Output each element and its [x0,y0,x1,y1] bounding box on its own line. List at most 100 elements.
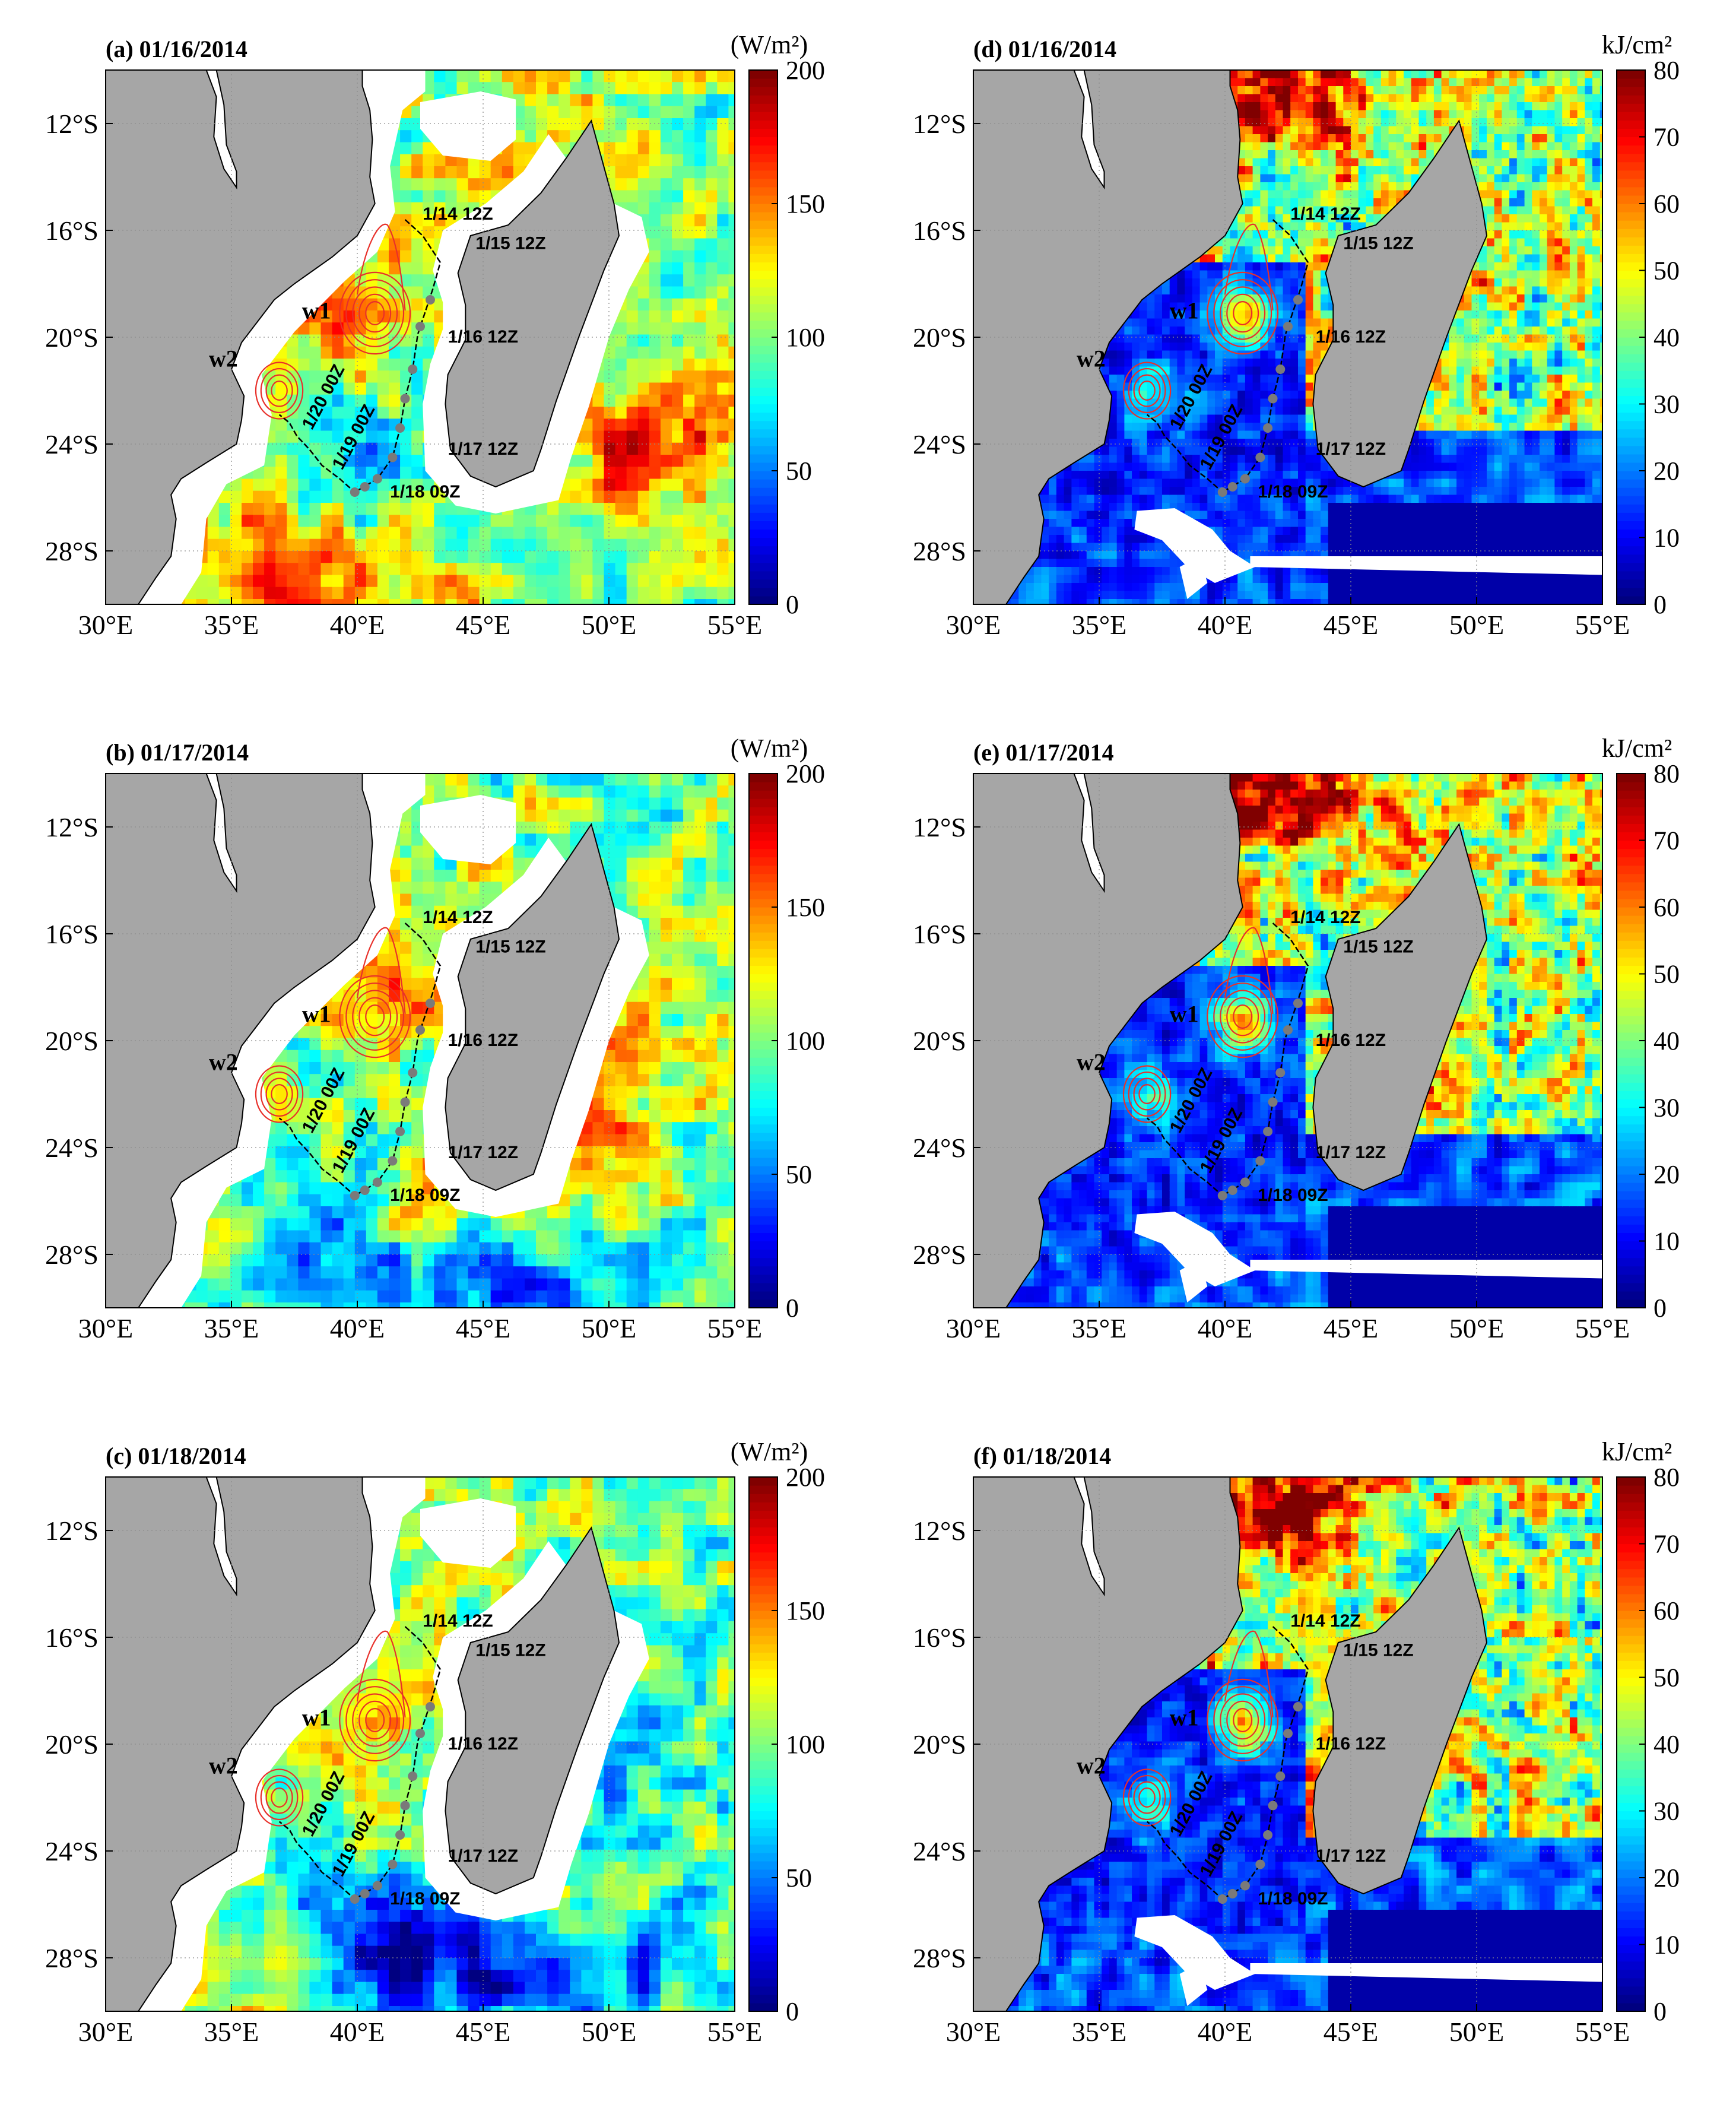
colorbar-tick-label: 30 [1654,1093,1680,1123]
lon-tick-label: 45°E [1324,1313,1379,1343]
lat-tick-label: 20°S [913,1026,966,1056]
track-time-label: 1/14 12Z [1290,908,1360,927]
eddy-w2-contour [1122,1065,1172,1123]
eddy-w2-contour [255,1065,304,1123]
eddy-w2-contour [271,381,288,401]
eddy-label-w2: w2 [1077,346,1106,372]
colorbar-tick-label: 10 [1654,1227,1680,1256]
track-position-dot [1255,1156,1265,1166]
eddy-w1-outer-contour [356,927,406,1015]
colorbar-tick-label: 10 [1654,1931,1680,1960]
lat-tick-label: 16°S [913,215,966,246]
madagascar-land [445,1526,620,1895]
track-position-dot [360,482,370,492]
track-time-label: 1/16 12Z [448,1734,518,1754]
map-figure: 1/14 12Z 1/15 12Z 1/16 12Z 1/17 12Z 1/18 09Z… [45,30,825,640]
track-position-dot [425,1702,435,1711]
track-time-label: 1/16 12Z [1316,1031,1386,1050]
track-position-dot [1217,487,1227,497]
eddy-w1-contour [1213,1686,1272,1754]
eddy-label-w2: w2 [209,1049,238,1076]
eddy-w1-outer-contour [1224,1630,1274,1718]
coastal-mask-africa [138,1477,426,2011]
lake-malawi [205,70,237,190]
colorbar-tick-label: 60 [1654,189,1680,218]
track-position-dot [1217,1894,1227,1904]
eddy-w1-outer-contour [356,223,406,311]
colorbar: 0 50 100 150 200(W/m²) [731,1437,825,2026]
lon-tick-label: 45°E [456,2017,511,2047]
colorbar-tick-label: 100 [786,323,825,352]
track-time-label: 1/14 12Z [1290,1611,1360,1631]
lake-malawi [1073,774,1105,893]
madagascar-land [1312,1526,1488,1895]
eddy-label-w1: w1 [1170,1001,1199,1028]
eddy-w1-contour [352,990,398,1044]
lon-tick-label: 55°E [1575,1313,1630,1343]
track-position-dot [388,452,398,462]
panel-title: (f) 01/18/2014 [973,1443,1111,1469]
eddy-w2-contour [265,1077,293,1111]
colorbar-tick-label: 200 [786,56,825,85]
track-time-label: 1/17 12Z [448,439,518,459]
lake-malawi [1073,70,1105,190]
lat-tick-label: 24°S [913,429,966,459]
colorbar-tick-label: 70 [1654,1530,1680,1559]
lon-tick-label: 50°E [1449,2017,1505,2047]
colorbar-tick-label: 20 [1654,457,1680,486]
lon-tick-label: 40°E [330,610,385,640]
lon-tick-label: 50°E [582,1313,637,1343]
lat-tick-label: 16°S [913,1622,966,1653]
track-time-label: 1/16 12Z [1316,1734,1386,1754]
gridlines [106,774,735,1308]
eddy-label-w1: w1 [302,1001,331,1028]
lon-tick-label: 55°E [707,610,763,640]
panel-f: 1/14 12Z 1/15 12Z 1/16 12Z 1/17 12Z 1/18 09Z… [868,1407,1735,2110]
eddy-w1-contour [1220,286,1266,340]
track-time-label: 1/16 12Z [448,327,518,347]
track-time-label: 1/18 09Z [1258,1186,1328,1205]
lon-tick-label: 30°E [78,1313,134,1343]
track-time-label: 1/15 12Z [1343,937,1413,957]
lat-tick-label: 16°S [913,919,966,949]
eddy-label-w1: w1 [1170,1704,1199,1731]
colorbar-tick-label: 80 [1654,56,1680,85]
lat-tick-label: 28°S [913,536,966,566]
eddy-w2-contour [1138,381,1156,401]
lon-tick-label: 55°E [1575,2017,1630,2047]
track-position-dot [1240,474,1250,484]
panel-title: (d) 01/16/2014 [973,36,1116,62]
colorbar-tick-label: 50 [786,1160,812,1189]
madagascar-land [1312,119,1488,488]
eddy-contours [255,1630,411,1827]
track-position-dot [1240,1177,1250,1187]
eddy-w1-contour [365,1708,385,1732]
eddy-w2-contour [260,1071,299,1117]
madagascar-land [1312,823,1488,1191]
colorbar-tick-label: 40 [1654,1730,1680,1759]
cyclone-track [278,923,442,1197]
lon-tick-label: 35°E [1072,1313,1127,1343]
coastal-mask-africa [138,70,426,604]
track-position-dot [1227,482,1237,492]
lat-tick-label: 28°S [45,1240,99,1270]
colorbar-tick-label: 150 [786,893,825,922]
eddy-w1-contour [365,301,385,325]
colorbar-unit: (W/m²) [731,734,808,763]
lat-tick-label: 20°S [45,322,99,353]
track-position-dot [360,1186,370,1195]
eddy-w1-contour [1233,301,1253,325]
colorbar-tick-label: 60 [1654,893,1680,922]
panel-title: (c) 01/18/2014 [106,1443,246,1469]
missing-data-north [420,1498,516,1568]
map-area: 1/14 12Z 1/15 12Z 1/16 12Z 1/17 12Z 1/18 09Z… [973,774,1602,1308]
colorbar-unit: (W/m²) [731,1437,808,1466]
track-position-dot [400,1801,410,1811]
track-position-dot [408,1068,418,1077]
eddy-w1-contour [352,1693,398,1747]
eddy-w1-outer-contour [356,1630,406,1718]
colorbar-tick-label: 0 [786,1997,799,2026]
